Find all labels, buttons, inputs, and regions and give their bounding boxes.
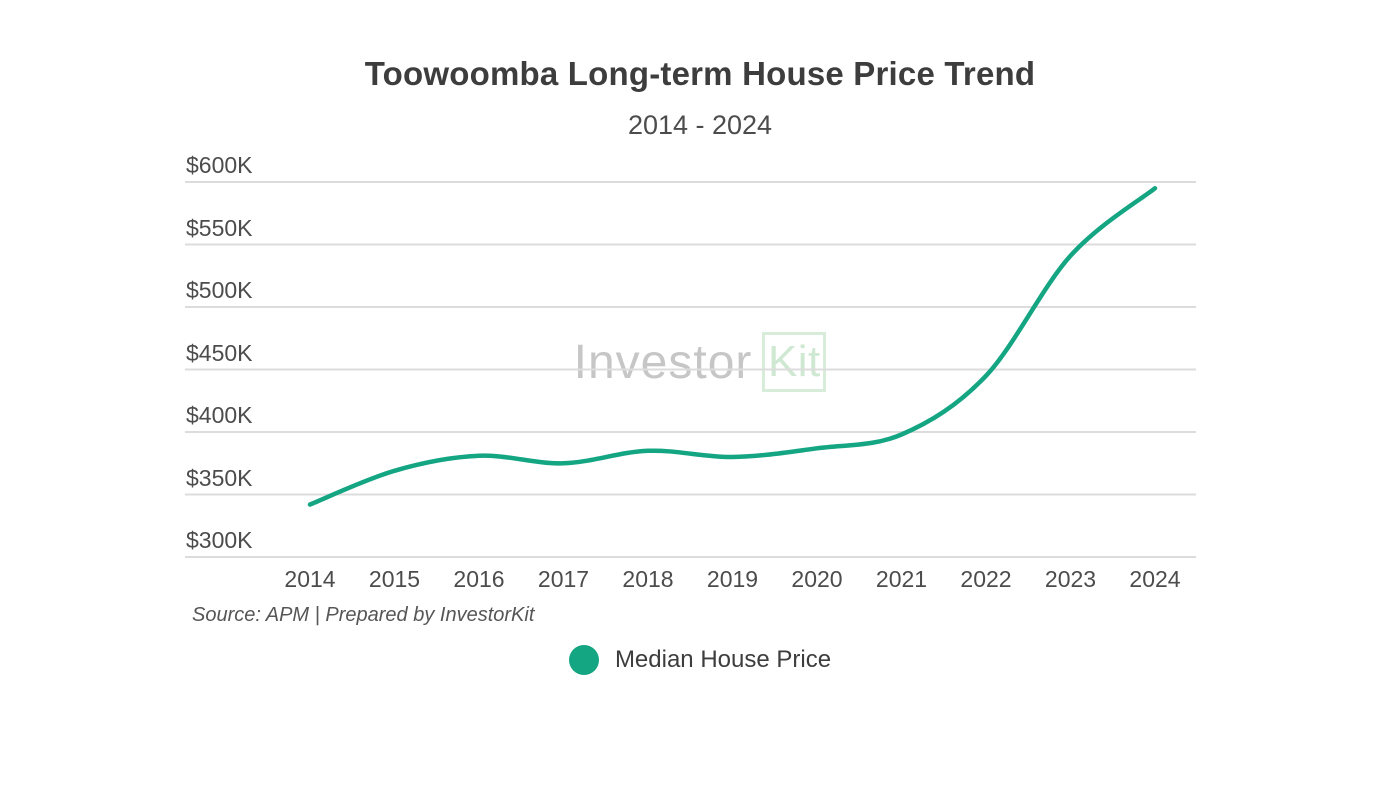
legend: Median House Price <box>0 644 1400 676</box>
legend-label-median-house-price: Median House Price <box>614 646 832 673</box>
median-house-price-line <box>307 186 1158 507</box>
legend-marker-median-house-price <box>568 645 599 675</box>
chart-subtitle: 2014 - 2024 <box>627 110 773 140</box>
chart-title: Toowoomba Long-term House Price Trend <box>364 55 1036 92</box>
source-note: Source: APM | Prepared by InvestorKit <box>192 604 535 626</box>
